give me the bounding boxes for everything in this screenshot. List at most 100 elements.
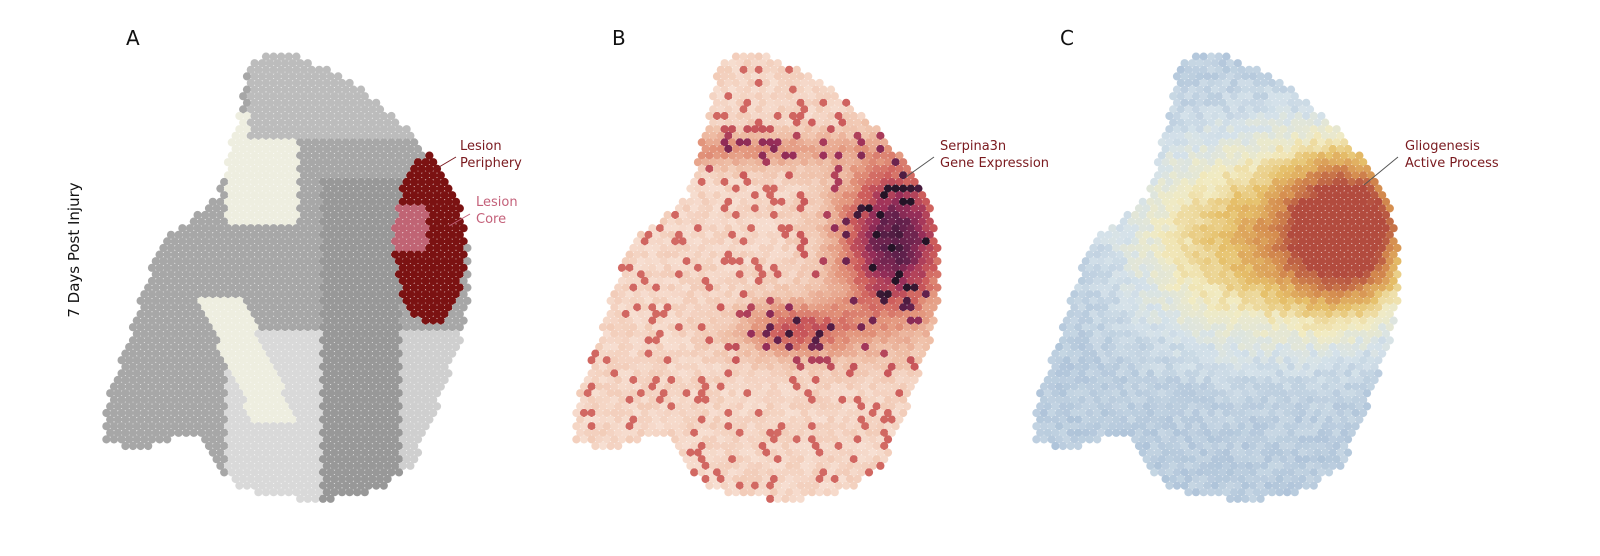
expression-spot xyxy=(754,488,763,497)
region-spot xyxy=(166,257,176,266)
region-spot xyxy=(193,210,202,220)
region-spot xyxy=(421,171,430,180)
region-spot xyxy=(375,184,385,193)
region-spot xyxy=(231,171,240,180)
expression-spot xyxy=(690,468,699,477)
region-spot xyxy=(406,210,415,220)
region-spot xyxy=(387,151,396,160)
region-spot xyxy=(364,125,373,134)
expression-spot xyxy=(606,441,615,451)
region-spot xyxy=(440,217,449,226)
region-spot xyxy=(379,217,388,226)
expression-spot xyxy=(773,494,782,503)
region-spot xyxy=(250,204,259,213)
expression-spot xyxy=(572,435,581,444)
region-spot xyxy=(189,428,198,437)
region-spot xyxy=(265,98,274,107)
region-spot xyxy=(296,151,305,160)
region-spot xyxy=(239,105,248,114)
region-spot xyxy=(345,250,354,259)
region-spot xyxy=(273,191,282,200)
region-spot xyxy=(330,237,339,246)
region-spot xyxy=(413,224,423,233)
region-spot xyxy=(250,243,259,253)
region-spot xyxy=(315,105,324,114)
region-spot xyxy=(349,151,358,160)
region-spot xyxy=(269,78,278,88)
region-spot xyxy=(364,204,373,213)
region-spot xyxy=(387,125,396,134)
region-spot xyxy=(383,184,392,193)
region-spot xyxy=(402,243,411,253)
expression-spot xyxy=(864,468,874,477)
region-spot xyxy=(322,131,331,140)
region-spot xyxy=(307,131,316,140)
region-spot xyxy=(311,125,320,134)
region-spot xyxy=(326,98,335,107)
region-spot xyxy=(356,217,366,226)
region-spot xyxy=(372,230,381,239)
region-spot xyxy=(242,177,252,187)
region-spot xyxy=(299,131,309,140)
region-spot xyxy=(372,204,381,213)
region-spot xyxy=(387,111,396,121)
region-spot xyxy=(242,230,252,239)
region-spot xyxy=(322,92,331,101)
region-spot xyxy=(345,105,354,114)
region-spot xyxy=(429,237,438,246)
region-spot xyxy=(254,210,263,220)
region-spot xyxy=(182,230,191,239)
region-spot xyxy=(296,85,305,94)
region-spot xyxy=(436,184,445,193)
region-spot xyxy=(432,230,442,239)
region-spot xyxy=(455,230,464,239)
region-spot xyxy=(303,111,312,121)
region-spot xyxy=(235,191,244,200)
region-spot xyxy=(250,230,259,239)
region-spot xyxy=(227,164,236,173)
region-spot xyxy=(216,224,225,233)
region-spot xyxy=(265,151,274,160)
region-spot xyxy=(413,184,423,193)
region-spot xyxy=(239,197,248,206)
region-spot xyxy=(341,191,350,200)
region-spot xyxy=(280,72,290,81)
region-spot xyxy=(364,243,373,253)
region-spot xyxy=(155,435,164,444)
region-spot xyxy=(163,435,172,444)
region-spot xyxy=(246,224,255,233)
region-spot xyxy=(227,257,236,266)
region-spot xyxy=(185,237,195,246)
region-spot xyxy=(356,191,366,200)
region-spot xyxy=(322,197,331,206)
region-spot xyxy=(334,191,343,200)
region-spot xyxy=(269,184,278,193)
region-spot xyxy=(307,144,316,154)
region-spot xyxy=(368,171,377,180)
region-spot xyxy=(379,111,388,121)
region-spot xyxy=(372,177,381,187)
region-spot xyxy=(410,243,419,253)
expression-spot xyxy=(644,428,653,437)
region-spot xyxy=(201,250,210,259)
region-spot xyxy=(261,250,271,259)
region-spot xyxy=(360,224,369,233)
expression-spot xyxy=(807,488,817,497)
region-spot xyxy=(360,171,369,180)
region-spot xyxy=(349,243,358,253)
region-spot xyxy=(311,243,320,253)
region-spot xyxy=(242,72,252,81)
region-spot xyxy=(261,184,271,193)
region-spot xyxy=(155,250,164,259)
region-spot xyxy=(417,230,426,239)
region-spot xyxy=(288,98,297,107)
region-spot xyxy=(280,164,290,173)
region-spot xyxy=(246,144,255,154)
region-spot xyxy=(242,257,252,266)
region-spot xyxy=(299,197,309,206)
region-spot xyxy=(444,237,453,246)
region-spot xyxy=(451,237,461,246)
region-spot xyxy=(330,144,339,154)
region-spot xyxy=(318,230,328,239)
